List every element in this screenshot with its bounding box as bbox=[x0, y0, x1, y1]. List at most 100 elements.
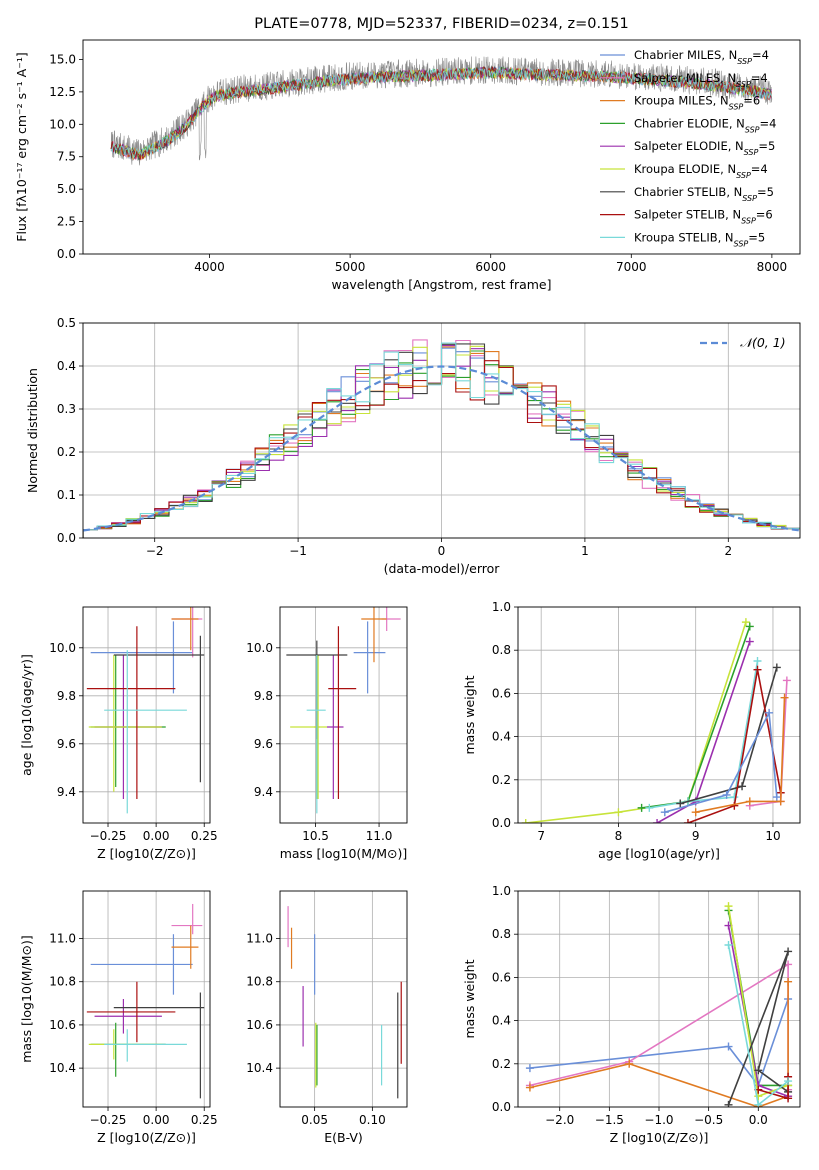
legend-label: 𝒩(0, 1) bbox=[740, 335, 786, 350]
mass_vs_ebv-plot-area bbox=[287, 906, 402, 1099]
weight-series-marker bbox=[784, 1094, 793, 1103]
x-axis-label: age [log10(age/yr)] bbox=[598, 846, 720, 861]
weight-series-marker bbox=[730, 793, 739, 802]
weight-series-marker bbox=[683, 819, 692, 823]
weight-series-marker bbox=[754, 1066, 763, 1075]
y-tick-label: 0.4 bbox=[492, 1014, 511, 1028]
y-tick-label: 0.0 bbox=[492, 816, 511, 830]
age_vs_Z-panel: −0.25 0.00 0.25 9.4 9.6 9.8 10.0 Z [log10(Z/Z⊙)… bbox=[19, 606, 218, 861]
legend-label: Chabrier MILES, NSSP=4 bbox=[634, 48, 769, 66]
y-tick-label: 15.0 bbox=[49, 52, 76, 66]
x-axis-label: Z [log10(Z/Z⊙)] bbox=[610, 1130, 709, 1145]
y-tick-label: 10.0 bbox=[49, 117, 76, 131]
x-axis-label: Z [log10(Z/Z⊙)] bbox=[97, 846, 196, 861]
x-tick-label: 9 bbox=[692, 829, 700, 843]
chart-title: PLATE=0778, MJD=52337, FIBERID=0234, z=0… bbox=[254, 16, 628, 32]
x-tick-label: 0.05 bbox=[301, 1113, 328, 1127]
errorbar-point bbox=[90, 934, 193, 995]
weight-series-marker bbox=[660, 808, 669, 817]
weight-series-marker bbox=[784, 947, 793, 956]
legend: 𝒩(0, 1) bbox=[700, 335, 786, 350]
weight-series-marker bbox=[653, 819, 662, 823]
y-tick-label: 10.8 bbox=[49, 975, 76, 989]
legend-label: Salpeter STELIB, NSSP=6 bbox=[634, 208, 773, 226]
x-tick-label: −0.5 bbox=[694, 1113, 723, 1127]
weight-series-marker bbox=[745, 797, 754, 806]
model-spectrum-line bbox=[110, 67, 772, 159]
x-tick-label: 4000 bbox=[194, 260, 225, 274]
y-tick-label: 0.8 bbox=[492, 643, 511, 657]
weight-series-marker bbox=[722, 790, 731, 799]
weight_vs_age-plot-area bbox=[521, 618, 791, 823]
x-tick-label: 5000 bbox=[335, 260, 366, 274]
x-tick-label: −2.0 bbox=[545, 1113, 574, 1127]
legend-label: Salpeter ELODIE, NSSP=5 bbox=[634, 139, 775, 157]
weight-series-line bbox=[529, 981, 789, 1107]
x-tick-label: 0.10 bbox=[359, 1113, 386, 1127]
x-tick-label: 0 bbox=[438, 544, 446, 558]
weight-series-marker bbox=[776, 797, 785, 806]
weight-series-marker bbox=[753, 665, 762, 674]
x-axis-label: wavelength [Angstrom, rest frame] bbox=[331, 277, 551, 292]
axes-frame bbox=[517, 890, 801, 1108]
weight-series-marker bbox=[745, 622, 754, 631]
gaussian-reference-line bbox=[83, 365, 800, 532]
weight-series-marker bbox=[754, 1100, 763, 1107]
mass_vs_Z-plot-area bbox=[86, 903, 205, 1099]
y-tick-label: 10.8 bbox=[246, 975, 273, 989]
x-tick-label: 7 bbox=[537, 829, 545, 843]
x-axis-label: (data-model)/error bbox=[384, 561, 501, 576]
errorbar-point bbox=[104, 650, 187, 814]
x-tick-label: 0.00 bbox=[143, 829, 170, 843]
legend-label: Salpeter MILES, NSSP=4 bbox=[634, 71, 768, 89]
weight-series-marker bbox=[724, 941, 733, 949]
axes-frame bbox=[82, 39, 801, 255]
weight-series-marker bbox=[745, 637, 754, 646]
weight-series bbox=[691, 693, 789, 817]
weight-series-line bbox=[664, 710, 778, 813]
axes-frame bbox=[82, 322, 801, 539]
errorbar-point bbox=[290, 655, 327, 799]
errorbar-point bbox=[326, 655, 344, 799]
y-axis-label: age [log10(age/yr)] bbox=[19, 654, 34, 776]
errorbar-point bbox=[104, 1029, 187, 1062]
errorbar-point bbox=[90, 621, 193, 694]
axes-frame bbox=[82, 890, 211, 1108]
y-axis-label: Normed distribution bbox=[25, 368, 40, 493]
y-tick-label: 0.4 bbox=[57, 359, 76, 373]
x-tick-label: 0.0 bbox=[749, 1113, 768, 1127]
weight-series-marker bbox=[765, 708, 774, 717]
errorbar-point bbox=[328, 626, 357, 799]
weight-series-marker bbox=[724, 902, 733, 911]
x-tick-label: 0.25 bbox=[191, 829, 218, 843]
x-tick-label: −2 bbox=[146, 544, 164, 558]
x-tick-label: −1.5 bbox=[595, 1113, 624, 1127]
y-tick-label: 0.5 bbox=[57, 316, 76, 330]
x-tick-label: 2 bbox=[724, 544, 732, 558]
y-tick-label: 11.0 bbox=[49, 932, 76, 946]
errorbar-point bbox=[113, 992, 205, 1099]
y-tick-label: 1.0 bbox=[492, 884, 511, 898]
weight-series-marker bbox=[772, 793, 781, 802]
model-spectrum-line bbox=[110, 66, 772, 160]
x-tick-label: 6000 bbox=[475, 260, 506, 274]
x-tick-label: 10.5 bbox=[302, 829, 329, 843]
legend-label: Kroupa MILES, NSSP=6 bbox=[634, 94, 760, 112]
legend: Chabrier MILES, NSSP=4 Salpeter MILES, NS… bbox=[600, 48, 776, 248]
y-tick-label: 10.0 bbox=[246, 641, 273, 655]
weight-series-marker bbox=[676, 799, 685, 808]
y-tick-label: 9.8 bbox=[57, 689, 76, 703]
x-tick-label: 11.0 bbox=[366, 829, 393, 843]
weight-series-marker bbox=[521, 819, 530, 823]
legend-label: Kroupa ELODIE, NSSP=4 bbox=[634, 162, 768, 180]
weight-series bbox=[660, 708, 781, 817]
weight-series-marker bbox=[525, 1083, 534, 1092]
errorbar-point bbox=[171, 925, 199, 969]
weight-series-marker bbox=[625, 1059, 634, 1068]
y-tick-label: 0.4 bbox=[492, 730, 511, 744]
weight_vs_age-panel: 7 8 9 10 0.0 0.2 0.4 0.6 0.8 1.0 age [log10(age/yr… bbox=[462, 600, 801, 861]
axes-frame bbox=[82, 606, 211, 824]
x-axis-label: Z [log10(Z/Z⊙)] bbox=[97, 1130, 196, 1145]
weight-series-marker bbox=[784, 1077, 793, 1086]
